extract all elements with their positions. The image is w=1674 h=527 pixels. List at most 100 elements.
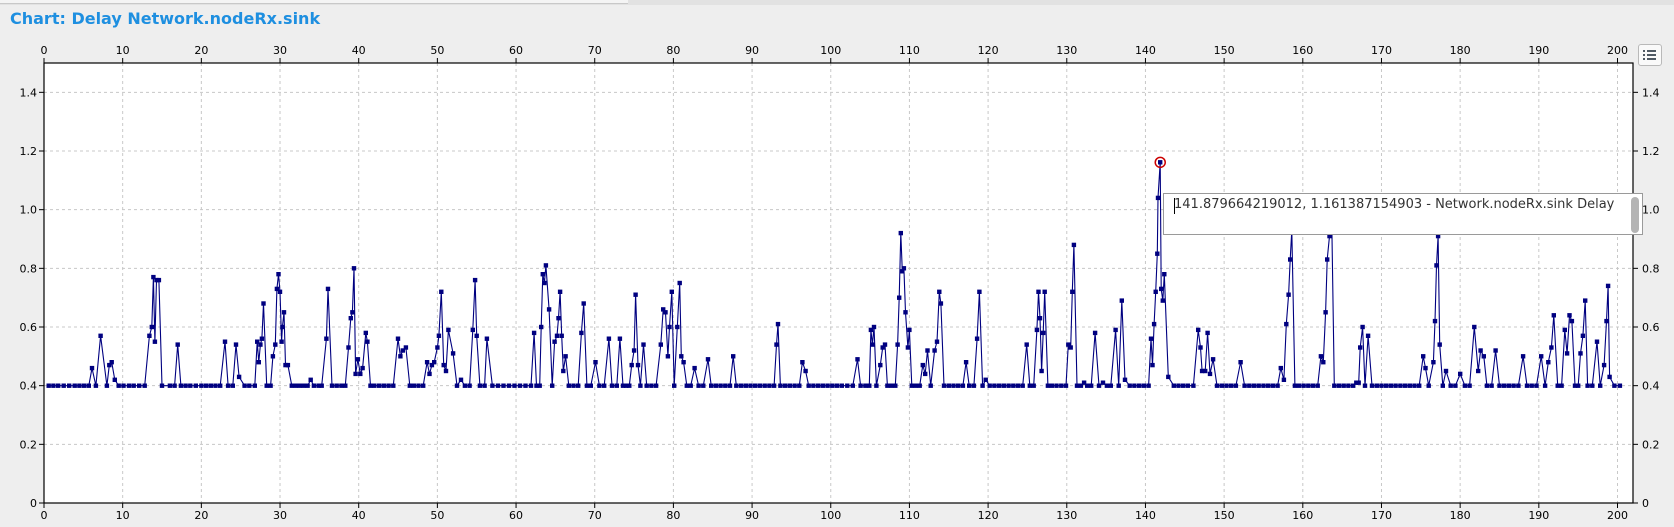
data-point[interactable] xyxy=(539,324,544,330)
data-point[interactable] xyxy=(903,310,908,315)
data-point[interactable] xyxy=(1100,380,1106,385)
data-point[interactable] xyxy=(1481,354,1486,359)
data-point[interactable] xyxy=(620,383,626,388)
data-point[interactable] xyxy=(1484,383,1490,388)
data-point[interactable] xyxy=(398,354,403,359)
data-point[interactable] xyxy=(868,327,874,333)
data-point[interactable] xyxy=(1567,313,1572,318)
data-point[interactable] xyxy=(1296,383,1302,388)
data-point[interactable] xyxy=(775,321,781,327)
data-point[interactable] xyxy=(1166,374,1171,380)
data-point[interactable] xyxy=(893,383,898,388)
data-point[interactable] xyxy=(1325,257,1330,262)
data-point[interactable] xyxy=(236,374,242,380)
data-point[interactable] xyxy=(242,383,247,388)
data-point[interactable] xyxy=(897,295,902,300)
data-point[interactable] xyxy=(787,383,792,388)
data-point[interactable] xyxy=(517,383,523,388)
data-point[interactable] xyxy=(1336,383,1342,388)
data-point[interactable] xyxy=(669,289,674,294)
data-point[interactable] xyxy=(1458,371,1463,377)
data-point[interactable] xyxy=(661,307,666,312)
data-point[interactable] xyxy=(411,383,416,388)
data-point[interactable] xyxy=(528,383,534,388)
data-point[interactable] xyxy=(1576,383,1581,388)
data-point[interactable] xyxy=(850,383,855,388)
data-point[interactable] xyxy=(1516,383,1521,388)
data-point[interactable] xyxy=(1054,383,1059,388)
data-point[interactable] xyxy=(878,362,883,368)
data-point[interactable] xyxy=(358,371,363,377)
data-point[interactable] xyxy=(1407,383,1412,388)
data-point[interactable] xyxy=(1598,383,1603,388)
data-point[interactable] xyxy=(701,383,706,388)
data-point[interactable] xyxy=(1478,348,1483,353)
data-point[interactable] xyxy=(543,263,549,268)
data-point[interactable] xyxy=(1497,383,1502,388)
data-point[interactable] xyxy=(963,360,969,365)
data-point[interactable] xyxy=(1332,383,1337,388)
data-point[interactable] xyxy=(579,330,584,336)
data-point[interactable] xyxy=(1462,383,1468,388)
data-point[interactable] xyxy=(368,383,373,388)
data-point[interactable] xyxy=(1440,383,1445,388)
data-point[interactable] xyxy=(1583,298,1588,303)
data-point[interactable] xyxy=(806,383,811,388)
data-point[interactable] xyxy=(672,383,677,388)
data-point[interactable] xyxy=(1369,383,1375,388)
data-point[interactable] xyxy=(443,368,449,374)
data-point[interactable] xyxy=(1081,380,1087,385)
data-point[interactable] xyxy=(1284,321,1289,327)
data-point[interactable] xyxy=(1612,383,1617,388)
data-point[interactable] xyxy=(1151,321,1157,327)
data-point[interactable] xyxy=(424,360,430,365)
data-point[interactable] xyxy=(1453,383,1458,388)
data-point[interactable] xyxy=(677,280,682,286)
data-point[interactable] xyxy=(339,383,344,388)
data-point[interactable] xyxy=(1310,383,1316,388)
data-point[interactable] xyxy=(938,301,944,306)
data-point[interactable] xyxy=(1388,383,1394,388)
data-point[interactable] xyxy=(748,383,753,388)
data-point[interactable] xyxy=(635,362,641,368)
data-point[interactable] xyxy=(774,342,779,347)
data-point[interactable] xyxy=(506,383,512,388)
data-point[interactable] xyxy=(1572,383,1578,388)
data-point[interactable] xyxy=(709,383,714,388)
data-point[interactable] xyxy=(681,360,686,365)
data-point[interactable] xyxy=(1185,383,1191,388)
data-point[interactable] xyxy=(1559,383,1564,388)
data-point[interactable] xyxy=(633,292,638,297)
data-point[interactable] xyxy=(540,272,545,277)
data-point[interactable] xyxy=(372,383,377,388)
tooltip-scrollbar[interactable] xyxy=(1631,197,1639,233)
data-point[interactable] xyxy=(1555,383,1560,388)
data-point[interactable] xyxy=(305,383,310,388)
data-point[interactable] xyxy=(1360,324,1365,330)
data-point[interactable] xyxy=(663,310,668,315)
data-point[interactable] xyxy=(738,383,744,388)
data-point[interactable] xyxy=(1015,383,1021,388)
data-point[interactable] xyxy=(1059,383,1064,388)
data-point[interactable] xyxy=(495,383,501,388)
data-point[interactable] xyxy=(147,333,152,338)
data-point[interactable] xyxy=(1191,383,1196,388)
data-point[interactable] xyxy=(268,383,273,388)
data-point[interactable] xyxy=(1362,383,1368,388)
data-point[interactable] xyxy=(1432,318,1438,324)
data-point[interactable] xyxy=(811,383,816,388)
data-point[interactable] xyxy=(563,354,568,359)
data-point[interactable] xyxy=(1306,383,1311,388)
data-point[interactable] xyxy=(277,289,283,294)
data-point[interactable] xyxy=(734,383,739,388)
data-point[interactable] xyxy=(193,383,198,388)
data-point[interactable] xyxy=(1196,327,1201,333)
data-point[interactable] xyxy=(1042,289,1047,294)
data-point[interactable] xyxy=(46,383,51,388)
data-point[interactable] xyxy=(1210,357,1216,362)
data-point[interactable] xyxy=(1089,383,1094,388)
data-point[interactable] xyxy=(365,339,370,344)
data-point[interactable] xyxy=(649,383,654,388)
data-point[interactable] xyxy=(597,383,602,388)
data-point[interactable] xyxy=(324,336,329,341)
